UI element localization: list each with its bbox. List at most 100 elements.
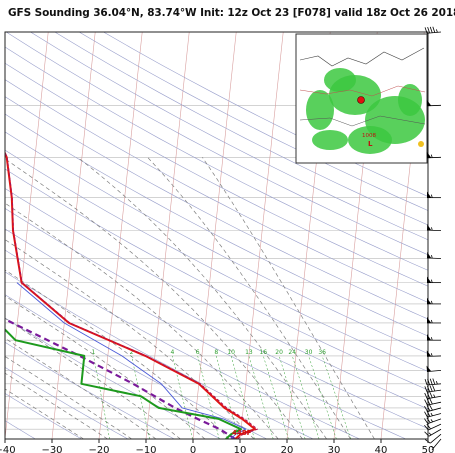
precipitation-area [398,84,422,116]
mixing-ratio-label: 2 [130,349,134,356]
map-inset: 1008 L [295,33,428,164]
wind-barb-feather [424,379,428,386]
dry-adiabat-line [54,32,428,226]
dry-adiabat-line [5,271,314,439]
wind-barb-feather [426,398,431,405]
wind-barb [426,365,442,373]
dry-adiabat-line [5,366,129,439]
marker-dot [418,141,424,147]
wind-barb-flag [426,99,432,106]
dry-adiabat-line [5,168,428,391]
moist-adiabat-line [5,355,132,439]
wind-barb [424,391,442,400]
dry-adiabat-line [5,341,175,439]
wind-barb-flag [427,334,432,341]
isotherm-line [51,32,96,439]
dry-adiabat-line [30,32,428,241]
wind-barb-flag [426,151,432,158]
wind-barb-feather [424,411,428,418]
wind-barb [424,410,442,418]
wind-barb-feather [432,385,436,392]
mixing-ratio-label: 16 [259,349,267,356]
wind-barb-feather [424,431,430,437]
wind-barb-feather [427,378,431,385]
mixing-ratio-label: 20 [275,349,283,356]
mixing-ratio-label: 6 [196,349,200,356]
wind-barb-feather [424,386,428,393]
mixing-ratio-line [321,355,351,439]
chart-title: GFS Sounding 36.04°N, 83.74°W Init: 12z … [8,7,455,19]
isotherm-line [427,436,428,439]
wind-barb-half-feather [430,353,433,357]
wind-barb-half-feather [431,337,433,341]
wind-barb-feather [427,385,431,392]
dry-adiabat-line [5,208,428,429]
wind-barb-half-feather [430,412,433,416]
wind-barb-half-feather [431,227,433,231]
wind-barb-shaft [428,423,442,431]
wind-barb [427,334,441,341]
x-axis-tick-label: −10 [135,445,156,453]
moist-adiabat-line [5,239,255,439]
wind-barb [424,378,442,386]
precipitation-area [306,90,334,130]
wind-barb [424,417,442,425]
wind-barb-shaft [428,428,442,437]
x-axis-tick-label: 50 [422,445,435,453]
wind-barb-feather [424,418,429,424]
wind-barb-feather [424,27,428,34]
wind-barb-flag [427,316,432,323]
mixing-ratio-label: 30 [305,349,313,356]
wind-barb [427,276,441,284]
wind-barb-feather [426,410,431,417]
mixing-ratio-label: 36 [318,349,326,356]
dry-adiabat-line [5,393,82,439]
plot-frame [4,31,429,440]
x-axis-tick-label: 30 [328,445,341,453]
wind-barb-feather [432,26,436,33]
wind-barb [426,99,442,107]
dry-adiabat-line [5,79,428,303]
dry-adiabat-line [5,96,428,320]
wind-barb-half-feather [431,279,433,283]
wind-barb-feather [427,27,431,34]
precipitation-area [348,126,392,154]
x-axis: −40 −30 −20 −10 0 10 20 30 40 50 [0,439,434,453]
wind-barb [424,26,442,34]
virtual-temperature-line [5,151,258,439]
wind-barb-half-feather [435,381,438,385]
wind-barb-feather [424,392,428,399]
wind-barb [424,428,442,437]
location-marker [357,96,365,104]
wind-barb-feather [425,439,431,444]
dry-adiabat-line [5,249,360,439]
wind-barb-feather [426,423,431,430]
wind-barb-half-feather [428,432,432,436]
wind-barb-feather [426,392,431,399]
x-axis-tick-label: 40 [375,445,388,453]
wind-barb-feather [424,405,428,412]
moist-adiabat-line [5,337,157,439]
wind-barb [424,404,442,412]
wind-barb-half-feather [435,29,438,33]
wind-barb [426,350,442,357]
dry-adiabat-line [5,46,428,271]
surface-label: 448F [232,429,252,437]
wind-barb-half-feather [431,194,433,198]
dry-adiabat-line [103,32,428,197]
isotherm-line [0,32,1,439]
dry-adiabat-line [5,188,428,410]
background-grid: 1 2 4 6 8 10 13 16 20 24 30 36 [0,32,428,439]
mixing-ratio-line [172,355,193,439]
wind-barb-half-feather [430,154,433,158]
moist-adiabat-line [202,157,375,439]
x-axis-tick-label: −30 [41,445,62,453]
mixing-ratio-label: 8 [214,349,218,356]
isotherm-line [145,32,190,439]
wind-barb-flag [427,191,432,198]
mixing-ratio-line [263,355,289,439]
mixing-ratio-label: 4 [170,349,174,356]
mixing-ratio-line [308,355,337,439]
x-axis-tick-label: 20 [281,445,294,453]
wind-barb [430,438,442,450]
